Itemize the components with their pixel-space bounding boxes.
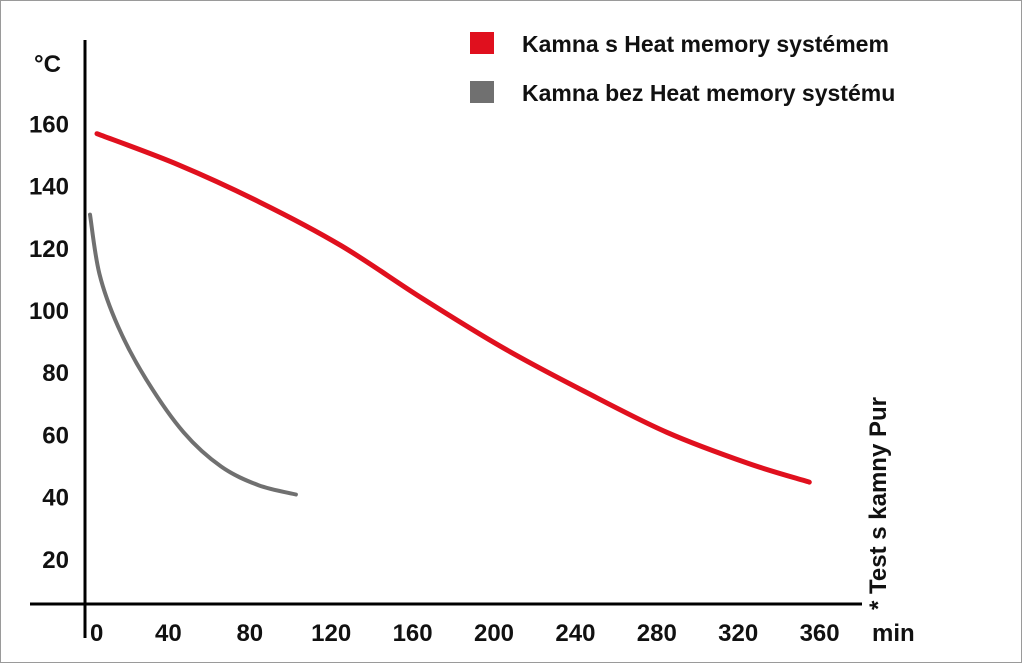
y-tick-label: 140 [29, 174, 69, 201]
legend-swatch-series-2 [470, 81, 494, 103]
series-layer [88, 131, 812, 497]
x-tick-label: 160 [393, 620, 433, 647]
x-tick-labels: 0 40 80 120 160 200 240 280 320 360 [90, 620, 840, 647]
y-axis-label: °C [34, 51, 61, 78]
x-tick-label: 40 [155, 620, 182, 647]
x-tick-label: 280 [637, 620, 677, 647]
legend: Kamna s Heat memory systémem Kamna bez H… [470, 31, 895, 106]
y-tick-label: 120 [29, 236, 69, 263]
y-tick-label: 40 [42, 485, 69, 512]
legend-label-series-1: Kamna s Heat memory systémem [522, 31, 889, 57]
x-tick-label: 320 [718, 620, 758, 647]
x-tick-label: 360 [800, 620, 840, 647]
y-tick-label: 80 [42, 360, 69, 387]
x-tick-label: 80 [236, 620, 263, 647]
series-line-1 [94, 131, 812, 485]
y-tick-label: 60 [42, 422, 69, 449]
x-tick-label: 120 [311, 620, 351, 647]
legend-label-series-2: Kamna bez Heat memory systému [522, 80, 895, 106]
y-tick-labels: 20 40 60 80 100 120 140 160 [29, 111, 69, 573]
legend-swatch-series-1 [470, 32, 494, 54]
y-tick-label: 160 [29, 111, 69, 138]
x-tick-label: 200 [474, 620, 514, 647]
series-line-2 [88, 212, 298, 497]
x-tick-label: 0 [90, 620, 103, 647]
y-tick-label: 20 [42, 547, 69, 574]
y-tick-label: 100 [29, 298, 69, 325]
x-axis-unit: min [872, 620, 915, 647]
test-note: * Test s kamny Pur [865, 397, 892, 610]
x-tick-label: 240 [555, 620, 595, 647]
